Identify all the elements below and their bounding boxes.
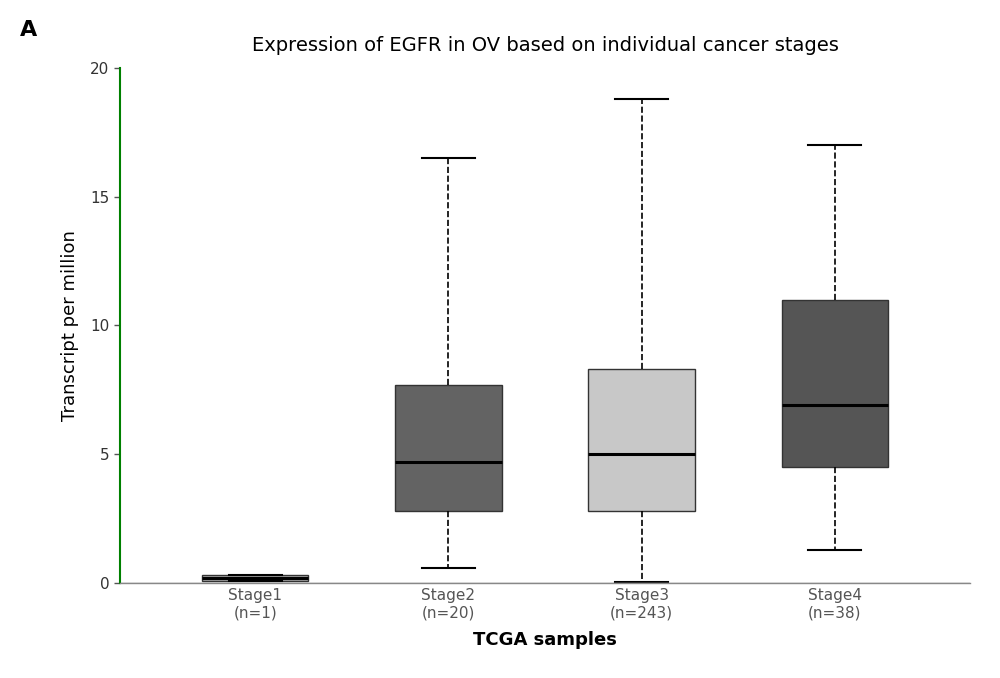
PathPatch shape <box>395 384 502 511</box>
Text: A: A <box>20 20 37 40</box>
PathPatch shape <box>588 370 695 511</box>
Title: Expression of EGFR in OV based on individual cancer stages: Expression of EGFR in OV based on indivi… <box>252 36 838 55</box>
X-axis label: TCGA samples: TCGA samples <box>473 631 617 650</box>
Y-axis label: Transcript per million: Transcript per million <box>61 230 79 421</box>
PathPatch shape <box>202 576 308 580</box>
PathPatch shape <box>782 300 888 467</box>
